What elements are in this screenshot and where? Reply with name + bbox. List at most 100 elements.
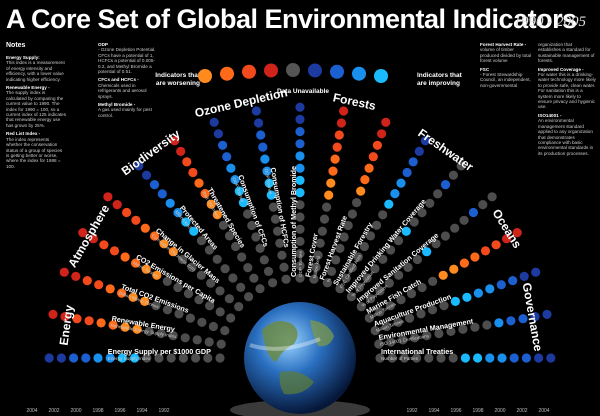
data-dot	[140, 296, 150, 306]
data-dot	[408, 157, 418, 167]
note-entry: Forest Harvest Rate - volume of timber pr…	[480, 42, 532, 64]
data-dot	[275, 238, 285, 248]
data-dot	[243, 209, 253, 219]
data-dot	[234, 186, 244, 196]
data-dot	[402, 167, 412, 178]
note-entry: ISO14001 - An environmental management st…	[538, 113, 596, 156]
data-dot	[268, 202, 278, 212]
data-dot	[326, 266, 337, 276]
data-dot	[215, 307, 225, 317]
note-term: CFCs and HCFCs -	[98, 77, 139, 83]
data-dot	[154, 353, 164, 363]
data-dot	[353, 252, 363, 262]
data-dot	[48, 309, 58, 319]
data-dot	[319, 214, 330, 224]
data-dot	[295, 139, 305, 149]
data-dot	[480, 246, 491, 256]
data-dot	[295, 273, 305, 283]
data-dot	[71, 271, 81, 281]
data-dot	[277, 250, 287, 260]
legend-dot	[264, 63, 278, 78]
note-term: ODP	[98, 42, 108, 47]
note-text: This index is a measurement of energy in…	[6, 60, 65, 82]
note-term: Methyl Bromide -	[98, 102, 136, 108]
data-dot	[173, 282, 183, 293]
data-dot	[295, 127, 305, 137]
data-dot	[496, 280, 506, 290]
data-dot	[494, 318, 504, 328]
data-dot	[332, 142, 342, 152]
data-dot	[468, 207, 478, 218]
data-dot	[372, 220, 382, 230]
data-dot	[449, 264, 459, 274]
earth-globe	[230, 302, 370, 416]
data-dot	[132, 324, 142, 334]
data-dot	[360, 175, 370, 185]
data-dot	[140, 223, 150, 233]
year-tick: 2002	[516, 408, 527, 414]
data-dot	[446, 326, 456, 336]
data-dot	[215, 286, 225, 296]
data-dot	[364, 163, 374, 173]
data-dot	[295, 163, 305, 173]
data-dot	[216, 339, 226, 349]
data-dot	[194, 295, 204, 305]
year-tick: 1996	[450, 408, 461, 414]
data-dot	[509, 353, 519, 363]
data-dot	[295, 249, 305, 259]
category-label: Energy	[57, 304, 77, 347]
data-dot	[105, 353, 115, 363]
category-label: Forests	[332, 90, 378, 113]
data-dot	[81, 353, 91, 363]
note-term: Forest Harvest Rate -	[480, 42, 527, 47]
data-dot	[409, 217, 419, 227]
note-term: ISO14001 -	[538, 112, 562, 118]
data-dot	[189, 226, 199, 236]
data-dot	[178, 254, 188, 265]
year-tick: 1992	[158, 408, 169, 414]
data-dot	[131, 258, 141, 268]
data-dot	[178, 353, 188, 363]
data-dot	[256, 130, 266, 140]
data-dot	[270, 214, 281, 224]
data-dot	[491, 240, 501, 250]
data-dot	[359, 241, 369, 252]
data-dot	[192, 335, 202, 345]
note-entry: Methyl Bromide -A gas used mainly for pe…	[98, 102, 156, 118]
data-dot	[59, 267, 69, 277]
data-dot	[322, 202, 332, 212]
legend-dot	[374, 69, 388, 83]
note-term: Red List Index -	[6, 131, 41, 137]
data-dot	[117, 288, 127, 298]
data-dot	[152, 270, 162, 280]
data-dot	[237, 252, 247, 262]
data-dot	[422, 331, 432, 341]
data-dot	[243, 263, 253, 273]
data-dot	[130, 353, 140, 363]
note-text: - Forest Stewardship Council, an indepen…	[480, 72, 531, 88]
data-dot	[456, 161, 466, 171]
data-dot	[208, 321, 218, 332]
data-dot	[406, 289, 417, 299]
data-dot	[347, 209, 357, 219]
data-dot	[384, 278, 394, 288]
data-dot	[343, 220, 353, 231]
note-text: An environmental management standard app…	[538, 118, 594, 156]
data-dot	[390, 189, 400, 199]
data-dot	[425, 198, 435, 208]
data-dot	[378, 254, 388, 264]
note-text: Chemicals used in refrigerants and aeros…	[98, 82, 147, 99]
note-entry: Red List Index - The index represents whe…	[6, 131, 66, 169]
data-dot	[508, 276, 518, 286]
data-dot	[311, 262, 321, 272]
page-title: A Core Set of Global Environmental Indic…	[6, 4, 577, 34]
data-dot	[459, 258, 469, 268]
indicator-unit: Million km2	[312, 255, 321, 279]
data-dot	[247, 220, 257, 231]
data-dot	[262, 166, 272, 176]
data-dot	[176, 146, 186, 156]
data-dot	[450, 296, 460, 306]
data-dot	[431, 239, 441, 249]
data-dot	[170, 136, 180, 146]
data-dot	[354, 282, 364, 292]
